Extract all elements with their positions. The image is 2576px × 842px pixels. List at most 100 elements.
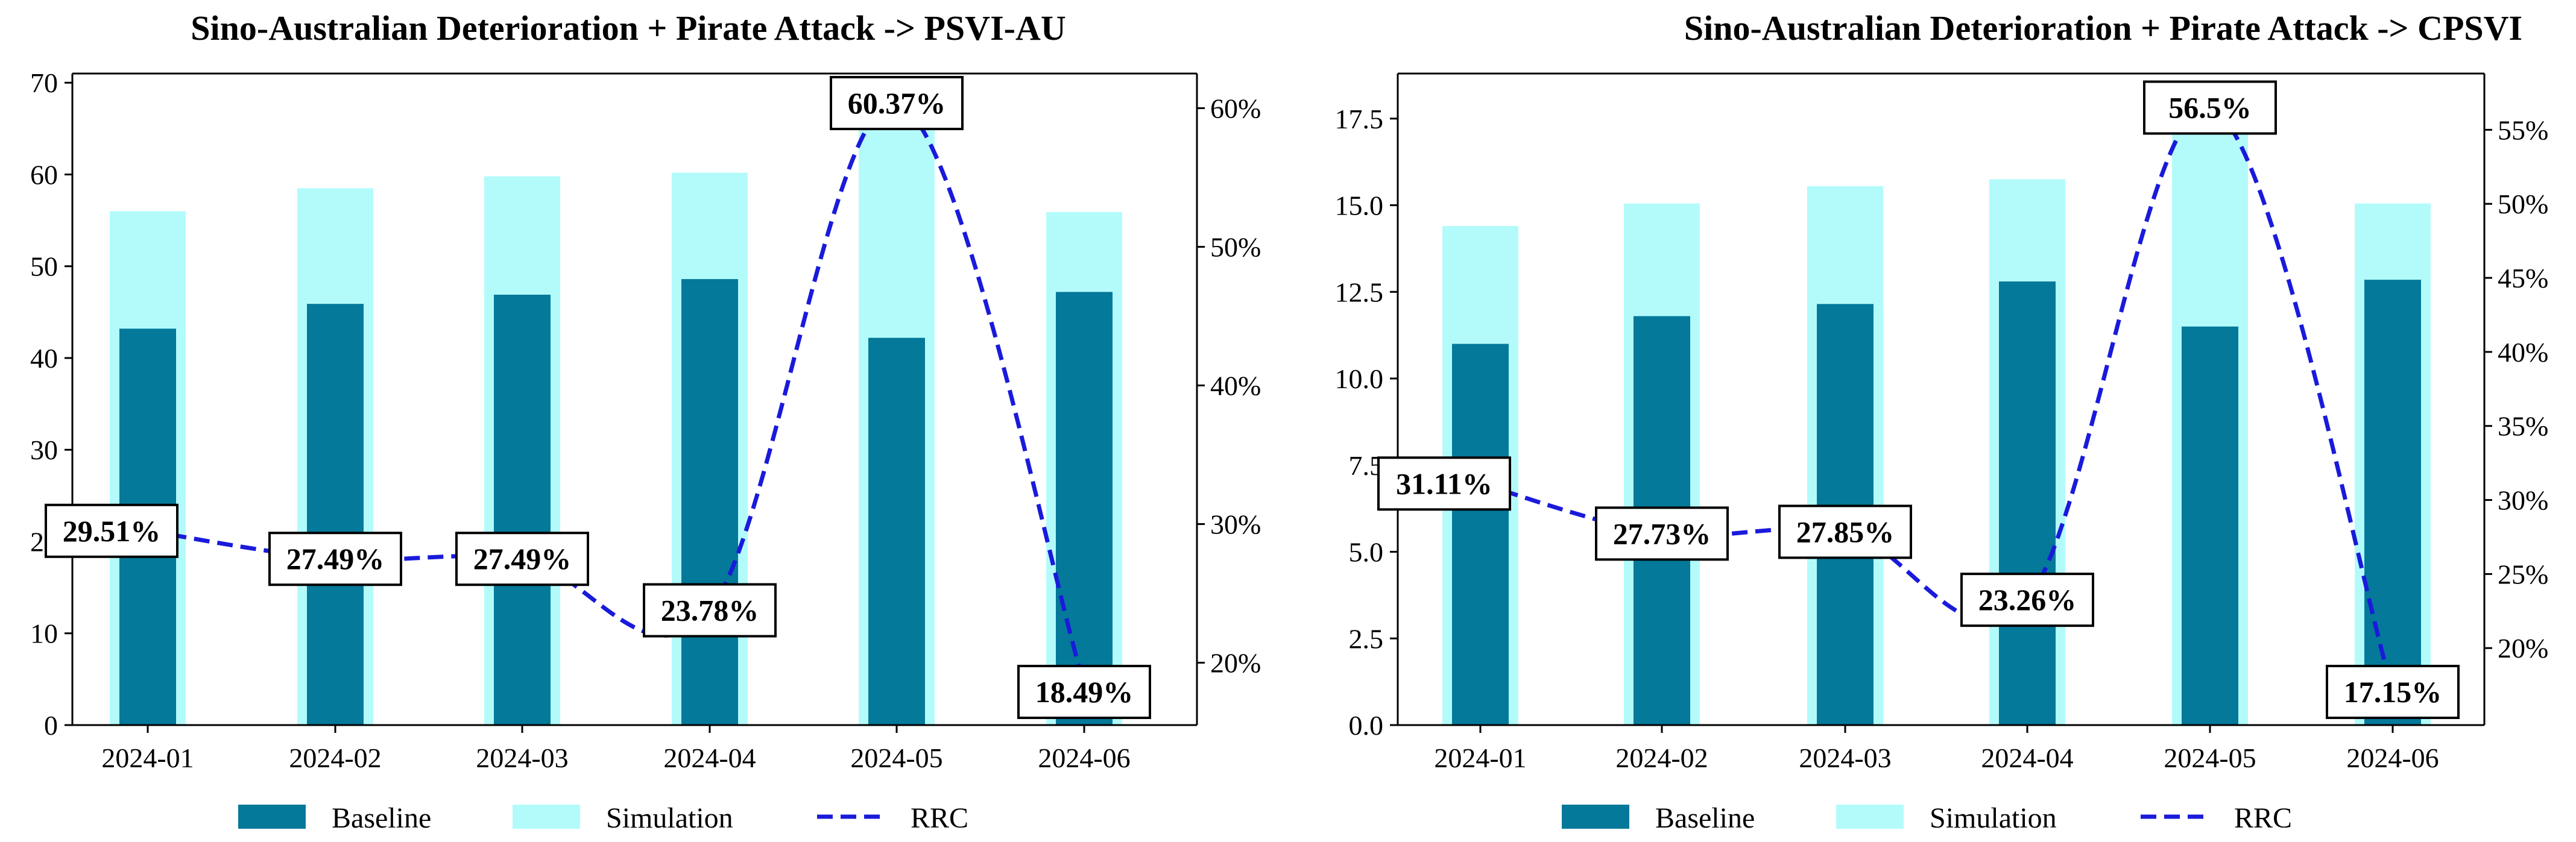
rrc-data-label-box — [1960, 573, 2094, 627]
y2-tick-label: 60% — [1210, 93, 1261, 124]
rrc-data-label-text: 29.51% — [63, 514, 161, 548]
legend: Baseline Simulation RRC — [1562, 802, 2292, 834]
legend-baseline-swatch — [1562, 805, 1629, 829]
rrc-data-label-box — [2326, 665, 2460, 719]
legend-rrc-label: RRC — [911, 802, 968, 834]
rrc-data-label-text: 27.85% — [1796, 515, 1895, 548]
chart-panel-1: Sino-Australian Deterioration + Pirate A… — [30, 8, 1261, 834]
rrc-data-label-box — [1595, 506, 1729, 561]
rrc-data-label: 27.49% — [455, 532, 589, 586]
legend-simulation-label: Simulation — [1930, 802, 2057, 834]
x-tick-label: 2024-05 — [850, 743, 942, 773]
rrc-data-label: 23.78% — [643, 583, 777, 638]
baseline-bar — [494, 294, 551, 725]
baseline-bar — [1452, 344, 1509, 725]
x-tick-label: 2024-02 — [1615, 743, 1708, 773]
x-tick-label: 2024-02 — [289, 743, 381, 773]
rrc-data-label: 60.37% — [830, 75, 964, 130]
rrc-data-label-text: 27.73% — [1613, 517, 1711, 550]
y-tick-label: 60 — [30, 159, 58, 190]
rrc-data-label: 29.51% — [45, 503, 178, 558]
legend-simulation-swatch — [513, 805, 580, 829]
y-tick-label: 5.0 — [1349, 537, 1384, 568]
rrc-data-label-box — [643, 583, 777, 638]
x-tick-label: 2024-06 — [1038, 743, 1130, 773]
y2-tick-label: 30% — [2498, 485, 2548, 516]
legend: Baseline Simulation RRC — [238, 802, 968, 834]
chart-title: Sino-Australian Deterioration + Pirate A… — [1684, 8, 2522, 48]
rrc-data-label: 17.15% — [2326, 665, 2460, 719]
baseline-bar — [2364, 280, 2421, 725]
rrc-data-label-box — [1778, 504, 1912, 559]
y2-tick-label: 45% — [2498, 263, 2548, 294]
rrc-data-label-text: 17.15% — [2344, 675, 2442, 709]
y-tick-label: 40 — [30, 343, 58, 374]
rrc-data-label-box — [1017, 665, 1151, 719]
x-tick-label: 2024-04 — [1981, 743, 2073, 773]
y-tick-label: 30 — [30, 435, 58, 465]
rrc-data-label-text: 60.37% — [848, 86, 946, 120]
y-tick-label: 50 — [30, 251, 58, 282]
baseline-bar — [2182, 326, 2238, 725]
x-tick-label: 2024-03 — [1799, 743, 1891, 773]
baseline-bar — [1999, 281, 2056, 725]
rrc-data-label-box — [268, 532, 402, 586]
x-tick-label: 2024-01 — [101, 743, 194, 773]
rrc-data-label-box — [1377, 456, 1511, 511]
rrc-data-label: 56.5% — [2143, 80, 2277, 135]
legend-baseline-label: Baseline — [332, 802, 431, 834]
baseline-bar — [307, 304, 364, 725]
rrc-data-label-box — [2143, 80, 2277, 135]
y-tick-label: 0.0 — [1349, 710, 1384, 741]
rrc-data-label: 27.85% — [1778, 504, 1912, 559]
rrc-line — [1480, 105, 2395, 691]
x-tick-label: 2024-04 — [663, 743, 756, 773]
legend-rrc-label: RRC — [2234, 802, 2292, 834]
y-tick-label: 12.5 — [1335, 277, 1384, 307]
chart-title: Sino-Australian Deterioration + Pirate A… — [191, 8, 1065, 48]
baseline-bar — [681, 279, 738, 726]
chart-panel-2: Sino-Australian Deterioration + Pirate A… — [1335, 8, 2549, 834]
y-tick-label: 2.5 — [1349, 623, 1384, 654]
y2-tick-label: 30% — [1210, 509, 1261, 540]
rrc-data-label-text: 23.26% — [1978, 583, 2077, 617]
rrc-data-label: 18.49% — [1017, 665, 1151, 719]
rrc-data-label-text: 56.5% — [2168, 91, 2252, 125]
rrc-data-label: 27.73% — [1595, 506, 1729, 561]
legend-simulation-swatch — [1836, 805, 1904, 829]
y2-tick-label: 20% — [1210, 648, 1261, 679]
x-tick-label: 2024-05 — [2164, 743, 2256, 773]
rrc-data-label-box — [45, 503, 178, 558]
rrc-data-label: 27.49% — [268, 532, 402, 586]
rrc-data-label-box — [830, 75, 964, 130]
y2-tick-label: 50% — [1210, 232, 1261, 263]
y2-tick-label: 50% — [2498, 189, 2548, 219]
rrc-data-label: 23.26% — [1960, 573, 2094, 627]
x-tick-label: 2024-03 — [476, 743, 568, 773]
legend-simulation-label: Simulation — [606, 802, 733, 834]
y2-tick-label: 40% — [1210, 371, 1261, 401]
rrc-data-label: 31.11% — [1377, 456, 1511, 511]
x-tick-label: 2024-06 — [2346, 743, 2439, 773]
y2-tick-label: 40% — [2498, 337, 2548, 368]
y-tick-label: 0 — [44, 710, 58, 741]
x-tick-label: 2024-01 — [1434, 743, 1526, 773]
y-tick-label: 70 — [30, 68, 58, 98]
y-tick-label: 17.5 — [1335, 104, 1384, 134]
y2-tick-label: 55% — [2498, 115, 2548, 145]
baseline-bar — [868, 338, 925, 725]
y2-tick-label: 35% — [2498, 411, 2548, 442]
rrc-data-label-text: 23.78% — [661, 594, 759, 627]
y-tick-label: 10.0 — [1335, 363, 1384, 394]
legend-baseline-swatch — [238, 805, 306, 829]
rrc-data-label-text: 27.49% — [286, 542, 385, 576]
rrc-data-label-text: 18.49% — [1035, 675, 1134, 709]
rrc-data-label-text: 31.11% — [1396, 467, 1492, 500]
y2-tick-label: 25% — [2498, 559, 2548, 589]
y-tick-label: 10 — [30, 618, 58, 649]
baseline-bar — [1056, 292, 1113, 725]
legend-baseline-label: Baseline — [1655, 802, 1755, 834]
y2-tick-label: 20% — [2498, 633, 2548, 664]
y-tick-label: 15.0 — [1335, 190, 1384, 221]
